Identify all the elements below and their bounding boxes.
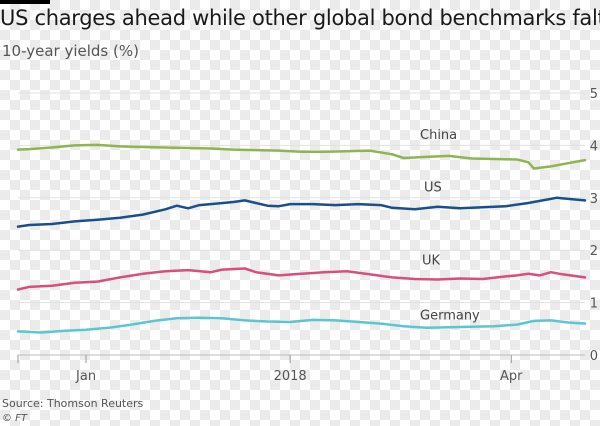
series-line-us (16, 196, 587, 228)
y-tick-label: 4 (590, 139, 598, 154)
y-tick-label: 2 (590, 244, 598, 259)
x-tick-label: Apr (500, 369, 523, 384)
ft-credit: © FT (2, 413, 28, 424)
chart-subtitle: 10-year yields (%) (2, 42, 139, 60)
x-tick-label: 2018 (274, 369, 307, 384)
y-tick-label: 3 (590, 192, 598, 207)
y-tick-label: 5 (590, 87, 598, 102)
y-tick-label: 0 (590, 349, 598, 364)
chart-title: US charges ahead while other global bond… (0, 6, 600, 30)
x-tick-label: Jan (75, 369, 96, 384)
series-line-uk (16, 267, 587, 291)
series-line-germany (16, 316, 587, 334)
source-note: Source: Thomson Reuters (2, 397, 144, 410)
series-label-us: US (424, 181, 442, 196)
series-label-china: China (420, 128, 457, 143)
y-tick-label: 1 (590, 297, 598, 312)
series-label-uk: UK (422, 253, 441, 268)
series-line-china (16, 143, 587, 170)
series-label-germany: Germany (420, 308, 480, 323)
brand-bar (0, 0, 50, 4)
